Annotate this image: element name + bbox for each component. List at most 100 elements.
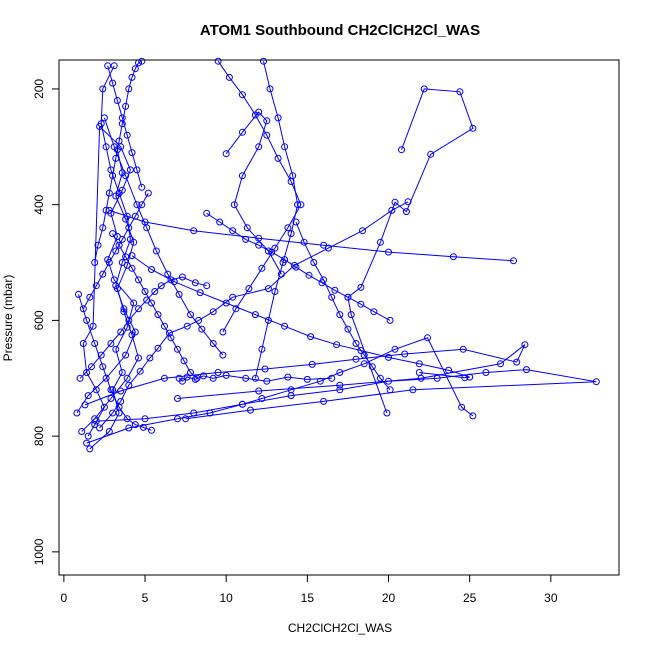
- data-point: [420, 85, 428, 93]
- data-point: [125, 424, 133, 432]
- data-point: [102, 206, 110, 214]
- data-point: [146, 354, 154, 362]
- series-14: [344, 85, 477, 417]
- data-point: [238, 91, 246, 99]
- data-point: [370, 308, 378, 316]
- data-point: [232, 305, 240, 313]
- data-point: [122, 102, 130, 110]
- data-point: [152, 247, 160, 255]
- data-point: [229, 227, 237, 235]
- data-point: [415, 369, 423, 376]
- data-point: [122, 172, 130, 180]
- data-point: [83, 316, 91, 324]
- data-point: [122, 351, 130, 359]
- data-point: [94, 241, 102, 249]
- data-point: [133, 201, 141, 209]
- x-tick-label: 15: [301, 591, 315, 605]
- data-point: [360, 351, 368, 359]
- data-point: [445, 366, 453, 374]
- data-point: [97, 351, 105, 359]
- data-point: [274, 154, 282, 162]
- data-point: [131, 65, 139, 73]
- data-point: [133, 166, 141, 174]
- data-point: [109, 409, 117, 417]
- data-point: [263, 131, 271, 139]
- data-point: [427, 150, 435, 158]
- data-point: [151, 288, 159, 295]
- data-point: [292, 263, 300, 271]
- data-point: [92, 282, 100, 290]
- data-point: [225, 73, 233, 81]
- data-point: [180, 357, 188, 365]
- data-point: [115, 241, 123, 249]
- chart-title: ATOM1 Southbound CH2ClCH2Cl_WAS: [200, 22, 480, 39]
- data-point: [120, 308, 128, 316]
- data-point: [196, 289, 204, 297]
- data-point: [143, 224, 151, 232]
- data-point: [383, 409, 391, 417]
- data-point: [284, 224, 292, 232]
- data-point: [294, 201, 302, 209]
- data-point: [191, 279, 199, 287]
- data-point: [203, 209, 211, 217]
- data-point: [190, 409, 198, 417]
- data-point: [320, 397, 328, 405]
- data-point: [409, 386, 417, 394]
- data-point: [117, 328, 125, 336]
- data-point: [333, 341, 341, 349]
- data-point: [456, 88, 464, 96]
- data-point: [109, 172, 117, 180]
- data-point: [209, 308, 217, 316]
- data-point: [91, 259, 99, 266]
- data-point: [461, 374, 469, 382]
- data-point: [255, 108, 263, 116]
- data-point: [347, 311, 355, 319]
- data-point: [255, 241, 263, 249]
- data-point: [264, 247, 272, 255]
- data-point: [128, 73, 136, 81]
- data-point: [287, 392, 295, 400]
- data-point: [125, 316, 133, 324]
- data-point: [331, 286, 339, 294]
- data-point: [238, 172, 246, 180]
- data-point: [141, 288, 149, 295]
- data-point: [320, 241, 328, 249]
- data-point: [128, 149, 136, 157]
- data-point: [128, 331, 136, 339]
- data-point: [238, 128, 246, 136]
- data-point: [178, 273, 186, 281]
- series-layer: [73, 57, 600, 453]
- data-point: [242, 374, 250, 382]
- data-point: [357, 283, 365, 291]
- data-point: [469, 124, 477, 132]
- data-point: [102, 143, 110, 151]
- data-point: [86, 293, 94, 301]
- data-point: [255, 143, 263, 151]
- data-point: [183, 322, 191, 330]
- x-tick-label: 20: [382, 591, 396, 605]
- data-point: [167, 334, 175, 342]
- data-point: [287, 230, 295, 238]
- data-point: [230, 201, 238, 209]
- data-point: [303, 375, 311, 383]
- data-point: [105, 259, 113, 266]
- data-point: [154, 311, 162, 319]
- data-point: [131, 421, 139, 429]
- data-point: [344, 325, 352, 333]
- data-point: [115, 137, 123, 145]
- data-point: [161, 322, 168, 330]
- data-point: [401, 350, 409, 358]
- data-point: [83, 439, 91, 447]
- data-point: [290, 261, 298, 269]
- data-point: [175, 290, 183, 298]
- data-point: [458, 403, 466, 411]
- data-point: [510, 257, 517, 265]
- data-point: [229, 293, 237, 301]
- series-12: [292, 218, 394, 394]
- data-point: [136, 367, 144, 375]
- data-point: [513, 358, 521, 366]
- data-point: [203, 282, 211, 290]
- y-axis-label: Pressure (mbar): [1, 275, 15, 362]
